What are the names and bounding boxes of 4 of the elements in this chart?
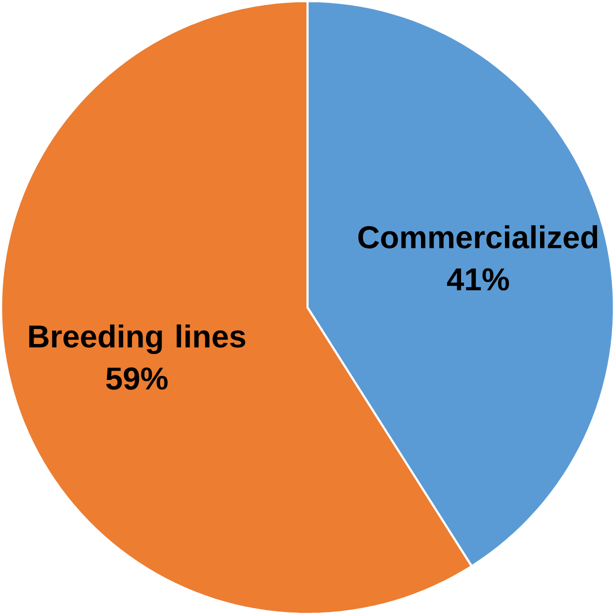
data-label: 41% xyxy=(447,268,509,291)
data-label: 59% xyxy=(106,367,168,390)
slice-label: Commercialized xyxy=(358,225,598,248)
slice-label: Breeding lines xyxy=(29,324,246,354)
